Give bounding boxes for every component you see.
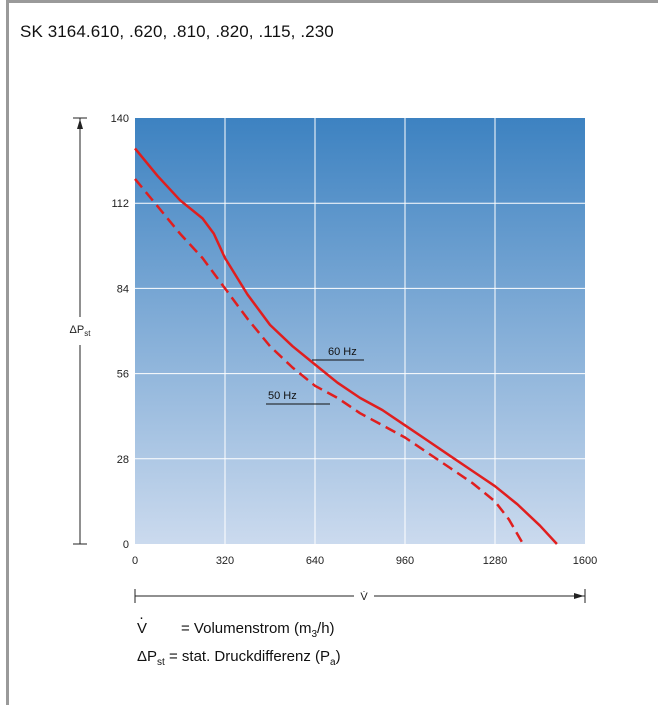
legend-pressure-end: ) [335,648,341,665]
x-tick-label: 320 [216,555,234,567]
x-tick-label: 0 [132,555,138,567]
grid-lines [135,118,585,544]
y-axis-arrowhead [77,119,83,129]
y-axis-label: ΔPst [70,324,92,338]
legend-block: V = Volumenstrom (m3/h) ΔPst = stat. Druc… [137,607,341,674]
plot-area [135,118,585,544]
y-tick-label: 28 [117,454,129,466]
legend-pressure-sub: st [157,657,165,668]
series-labels: 60 Hz 50 Hz [266,346,364,405]
x-axis-label: V̇ [360,590,368,603]
y-tick-label: 140 [111,113,129,125]
legend-row-volume: V = Volumenstrom (m3/h) [137,607,341,646]
series-line-50hz [134,178,525,545]
frame-left-border [6,0,9,705]
legend-pressure-text: = stat. Druckdifferenz (P [168,648,331,665]
x-tick-label: 960 [396,555,414,567]
y-tick-label: 56 [117,369,129,381]
series-line-60hz [134,147,558,545]
product-heading: SK 3164.610, .620, .810, .820, .115, .23… [20,22,334,41]
legend-volume-text: = Volumenstrom (m [181,620,312,637]
legend-pressure-unit: a [330,657,336,668]
x-axis-arrowhead [574,593,584,599]
axis-arrows: ΔPst V̇ [70,117,586,603]
curves [134,147,558,545]
legend-pressure-symbol: ΔP [137,648,158,665]
series-label-50hz: 50 Hz [268,390,297,402]
y-tick-label: 0 [123,539,129,551]
legend-volume-end: /h) [317,620,335,637]
frame-top-border [6,0,658,3]
legend-volume-unit: 3 [311,629,318,640]
x-tick-label: 640 [306,555,324,567]
x-tick-label: 1280 [483,555,507,567]
v-dot-symbol: V [137,607,147,640]
series-label-60hz: 60 Hz [328,346,357,358]
x-tick-label: 1600 [573,555,597,567]
y-tick-label: 112 [111,198,129,210]
tick-labels: 0 28 56 84 112 140 0 320 640 960 1280 1600 [111,113,598,567]
y-tick-label: 84 [117,283,129,295]
legend-row-pressure: ΔPst = stat. Druckdifferenz (Pa) [137,646,341,674]
